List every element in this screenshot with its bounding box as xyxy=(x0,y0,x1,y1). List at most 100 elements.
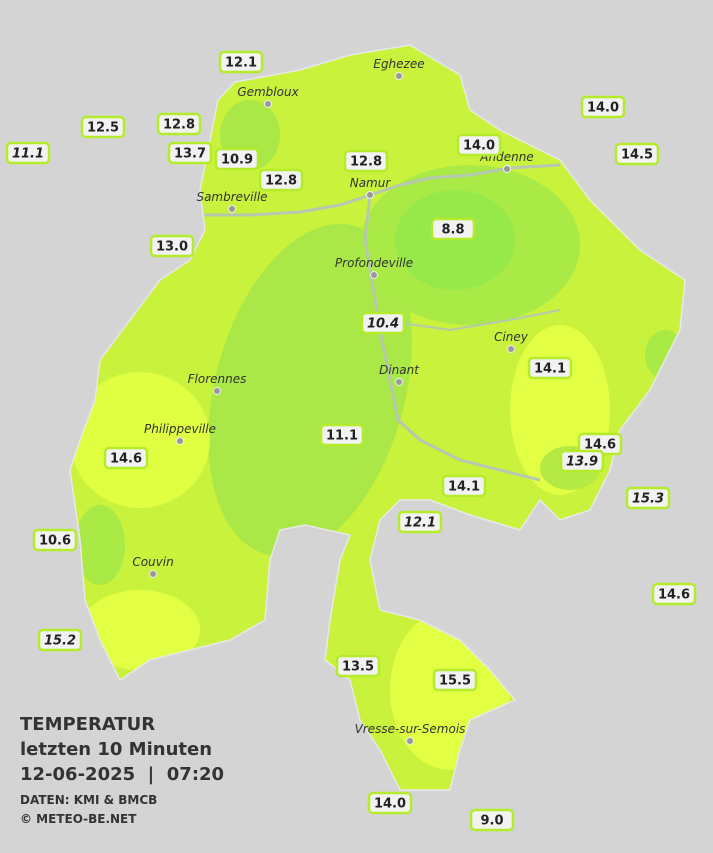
station-value: 12.8 xyxy=(163,118,195,133)
station-box xyxy=(360,311,406,335)
station-box xyxy=(32,528,78,552)
station-value: 12.8 xyxy=(265,174,297,189)
station-value: 14.6 xyxy=(110,452,142,467)
station-value: 13.5 xyxy=(342,660,374,675)
station-value: 11.1 xyxy=(326,429,358,444)
station-value: 12.5 xyxy=(87,121,119,136)
station-box xyxy=(156,112,202,136)
station-value: 9.0 xyxy=(480,814,503,829)
station-value: 11.1 xyxy=(12,147,44,162)
station: 14.1 xyxy=(527,356,573,380)
station: 12.5 xyxy=(80,115,126,139)
station-box xyxy=(430,217,476,241)
station-value: 14.0 xyxy=(374,797,406,812)
station-value: 14.6 xyxy=(658,588,690,603)
city-dot xyxy=(395,378,403,386)
city-label: Philippeville xyxy=(144,422,216,436)
station-value: 12.1 xyxy=(404,516,436,531)
station: 14.5 xyxy=(614,142,660,166)
station: 13.5 xyxy=(335,654,381,678)
city-dot xyxy=(213,387,221,395)
station: 14.6 xyxy=(103,446,149,470)
station: 12.8 xyxy=(343,149,389,173)
station-box xyxy=(5,141,51,165)
station-box xyxy=(103,446,149,470)
station-box xyxy=(37,628,83,652)
city-dot xyxy=(149,570,157,578)
legend-source: DATEN: KMI & BMCB xyxy=(20,793,157,807)
station-value: 10.9 xyxy=(221,153,253,168)
station: 15.5 xyxy=(432,668,478,692)
city-label: Profondeville xyxy=(335,256,413,270)
city-label: Couvin xyxy=(132,555,173,569)
station: 15.2 xyxy=(37,628,83,652)
station: 15.3 xyxy=(625,486,671,510)
city-dot xyxy=(264,100,272,108)
station-box xyxy=(614,142,660,166)
station-value: 8.8 xyxy=(441,223,464,238)
legend-period: letzten 10 Minuten xyxy=(20,739,212,760)
station-box xyxy=(335,654,381,678)
station-box xyxy=(469,808,515,832)
station-value: 10.4 xyxy=(367,317,399,332)
station-value: 15.3 xyxy=(632,492,664,507)
station: 14.1 xyxy=(441,474,487,498)
station-box xyxy=(580,95,626,119)
station: 14.0 xyxy=(367,791,413,815)
city-label: Namur xyxy=(350,176,392,190)
city-dot xyxy=(366,191,374,199)
station-box xyxy=(625,486,671,510)
station-value: 12.8 xyxy=(350,155,382,170)
station-value: 13.7 xyxy=(174,147,206,162)
station-value: 14.6 xyxy=(584,438,616,453)
station-value: 14.5 xyxy=(621,148,653,163)
station: 14.0 xyxy=(580,95,626,119)
station: 14.6 xyxy=(651,582,697,606)
city-label: Ciney xyxy=(494,330,529,344)
station-box xyxy=(397,510,443,534)
station: 10.6 xyxy=(32,528,78,552)
station-box xyxy=(527,356,573,380)
station-box xyxy=(432,668,478,692)
station: 9.0 xyxy=(469,808,515,832)
station: 10.4 xyxy=(360,311,406,335)
station-box xyxy=(214,147,260,171)
station-box xyxy=(218,50,264,74)
station: 11.1 xyxy=(319,423,365,447)
station: 14.0 xyxy=(456,133,502,157)
station-value: 13.0 xyxy=(156,240,188,255)
station: 12.1 xyxy=(218,50,264,74)
station-value: 13.9 xyxy=(566,455,598,470)
station-value: 14.0 xyxy=(463,139,495,154)
station-box xyxy=(149,234,195,258)
city-label: Florennes xyxy=(188,372,247,386)
city-label: Dinant xyxy=(379,363,420,377)
legend-copyright: © METEO-BE.NET xyxy=(20,812,137,826)
station: 13.0 xyxy=(149,234,195,258)
station: 8.8 xyxy=(430,217,476,241)
city-label: Eghezee xyxy=(373,57,424,71)
station-box xyxy=(456,133,502,157)
station: 12.8 xyxy=(156,112,202,136)
city-dot xyxy=(228,205,236,213)
station-box xyxy=(651,582,697,606)
city-dot xyxy=(507,345,515,353)
station: 10.9 xyxy=(214,147,260,171)
station: 12.8 xyxy=(258,168,304,192)
station-value: 12.1 xyxy=(225,56,257,71)
station-value: 14.1 xyxy=(534,362,566,377)
legend-title: TEMPERATUR xyxy=(20,714,155,735)
city-label: Gembloux xyxy=(237,85,299,99)
station-box xyxy=(258,168,304,192)
station: 12.1 xyxy=(397,510,443,534)
station-value: 15.5 xyxy=(439,674,471,689)
station-box xyxy=(367,791,413,815)
station-box xyxy=(343,149,389,173)
city-dot xyxy=(370,271,378,279)
station: 13.7 xyxy=(167,141,213,165)
city-dot xyxy=(406,737,414,745)
station-value: 14.1 xyxy=(448,480,480,495)
city-dot xyxy=(395,72,403,80)
